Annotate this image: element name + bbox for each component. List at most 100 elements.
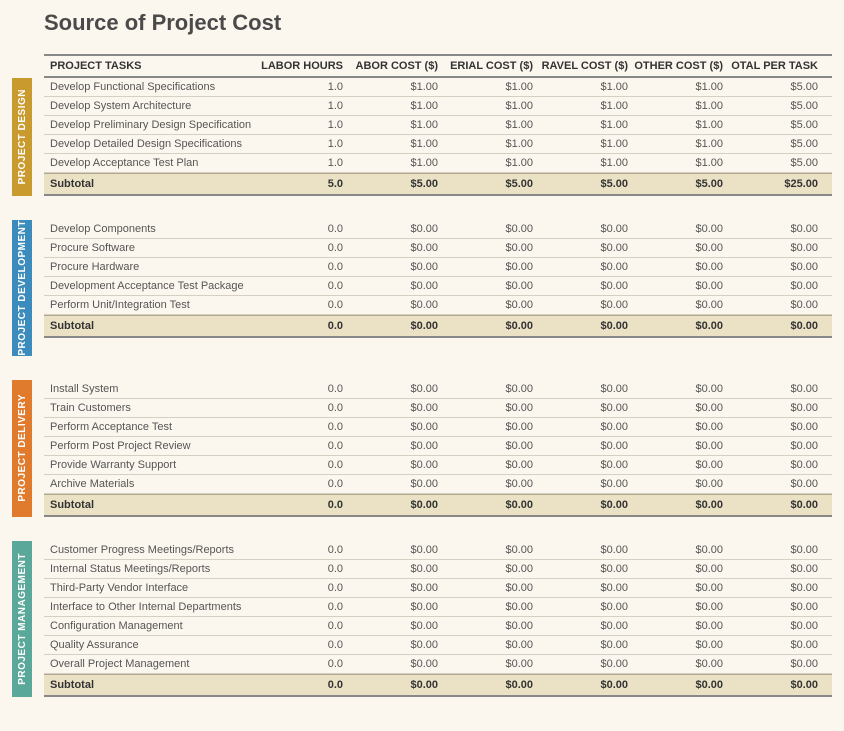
cell-hours: 1.0 <box>254 138 349 150</box>
cell-task: Configuration Management <box>44 620 254 632</box>
cell-travel: $0.00 <box>539 639 634 651</box>
subtotal-total: $25.00 <box>729 178 824 190</box>
cell-total: $0.00 <box>729 639 824 651</box>
subtotal-travel: $0.00 <box>539 320 634 332</box>
cell-task: Third-Party Vendor Interface <box>44 582 254 594</box>
cell-travel: $0.00 <box>539 280 634 292</box>
cell-task: Internal Status Meetings/Reports <box>44 563 254 575</box>
subtotal-other: $5.00 <box>634 178 729 190</box>
cell-hours: 0.0 <box>254 299 349 311</box>
cell-travel: $0.00 <box>539 582 634 594</box>
cell-total: $0.00 <box>729 402 824 414</box>
cell-other: $0.00 <box>634 242 729 254</box>
subtotal-label: Subtotal <box>44 320 254 332</box>
cell-total: $0.00 <box>729 299 824 311</box>
cell-travel: $0.00 <box>539 563 634 575</box>
cell-total: $5.00 <box>729 100 824 112</box>
cell-total: $0.00 <box>729 563 824 575</box>
cell-total: $5.00 <box>729 157 824 169</box>
cell-material: $0.00 <box>444 223 539 235</box>
cell-task: Procure Hardware <box>44 261 254 273</box>
cell-other: $1.00 <box>634 119 729 131</box>
cell-task: Develop Acceptance Test Plan <box>44 157 254 169</box>
table-row: Internal Status Meetings/Reports0.0$0.00… <box>44 560 832 579</box>
table-row: Perform Post Project Review0.0$0.00$0.00… <box>44 437 832 456</box>
cell-travel: $1.00 <box>539 81 634 93</box>
subtotal-travel: $0.00 <box>539 499 634 511</box>
cell-material: $0.00 <box>444 421 539 433</box>
subtotal-other: $0.00 <box>634 679 729 691</box>
cell-material: $0.00 <box>444 639 539 651</box>
cell-travel: $0.00 <box>539 299 634 311</box>
cell-total: $0.00 <box>729 242 824 254</box>
subtotal-material: $0.00 <box>444 320 539 332</box>
cell-other: $0.00 <box>634 383 729 395</box>
cell-material: $1.00 <box>444 138 539 150</box>
table-row: Develop Acceptance Test Plan1.0$1.00$1.0… <box>44 154 832 173</box>
cell-task: Train Customers <box>44 402 254 414</box>
subtotal-hours: 0.0 <box>254 679 349 691</box>
cell-hours: 0.0 <box>254 582 349 594</box>
cell-hours: 0.0 <box>254 261 349 273</box>
cell-hours: 1.0 <box>254 119 349 131</box>
cell-other: $0.00 <box>634 582 729 594</box>
cell-hours: 0.0 <box>254 421 349 433</box>
subtotal-label: Subtotal <box>44 178 254 190</box>
cell-hours: 0.0 <box>254 440 349 452</box>
cell-task: Procure Software <box>44 242 254 254</box>
cell-labor: $1.00 <box>349 119 444 131</box>
table-row: Provide Warranty Support0.0$0.00$0.00$0.… <box>44 456 832 475</box>
page-title: Source of Project Cost <box>44 10 832 36</box>
cell-other: $0.00 <box>634 639 729 651</box>
cost-section: PROJECT DELIVERY Install System0.0$0.00$0… <box>12 380 832 517</box>
table-row: Configuration Management0.0$0.00$0.00$0.… <box>44 617 832 636</box>
cell-other: $0.00 <box>634 280 729 292</box>
subtotal-hours: 0.0 <box>254 499 349 511</box>
cell-travel: $1.00 <box>539 138 634 150</box>
cell-task: Develop System Architecture <box>44 100 254 112</box>
cell-material: $0.00 <box>444 658 539 670</box>
subtotal-labor: $0.00 <box>349 499 444 511</box>
cell-task: Provide Warranty Support <box>44 459 254 471</box>
cell-hours: 0.0 <box>254 544 349 556</box>
cell-other: $0.00 <box>634 440 729 452</box>
cell-total: $0.00 <box>729 261 824 273</box>
section-label: PROJECT DELIVERY <box>12 380 32 517</box>
cell-total: $0.00 <box>729 440 824 452</box>
cell-hours: 0.0 <box>254 459 349 471</box>
subtotal-other: $0.00 <box>634 499 729 511</box>
subtotal-travel: $0.00 <box>539 679 634 691</box>
cell-travel: $0.00 <box>539 459 634 471</box>
cell-other: $1.00 <box>634 100 729 112</box>
table-row: Procure Hardware0.0$0.00$0.00$0.00$0.00$… <box>44 258 832 277</box>
subtotal-material: $0.00 <box>444 499 539 511</box>
table-row: Overall Project Management0.0$0.00$0.00$… <box>44 655 832 674</box>
subtotal-other: $0.00 <box>634 320 729 332</box>
cell-material: $0.00 <box>444 620 539 632</box>
table-row: Install System0.0$0.00$0.00$0.00$0.00$0.… <box>44 380 832 399</box>
cell-travel: $0.00 <box>539 440 634 452</box>
cell-travel: $0.00 <box>539 478 634 490</box>
cell-other: $0.00 <box>634 299 729 311</box>
cell-total: $5.00 <box>729 81 824 93</box>
section-label: PROJECT MANAGEMENT <box>12 541 32 697</box>
cell-other: $0.00 <box>634 620 729 632</box>
table-row: Customer Progress Meetings/Reports0.0$0.… <box>44 541 832 560</box>
cell-labor: $0.00 <box>349 658 444 670</box>
cell-task: Develop Components <box>44 223 254 235</box>
cell-task: Develop Detailed Design Specifications <box>44 138 254 150</box>
header-total: OTAL PER TASK <box>729 60 824 72</box>
cell-total: $0.00 <box>729 223 824 235</box>
cell-hours: 0.0 <box>254 223 349 235</box>
table-row: Develop Preliminary Design Specification… <box>44 116 832 135</box>
cell-labor: $0.00 <box>349 223 444 235</box>
cell-material: $1.00 <box>444 157 539 169</box>
subtotal-hours: 5.0 <box>254 178 349 190</box>
cell-material: $1.00 <box>444 81 539 93</box>
cost-section: PROJECT DEVELOPMENTDevelop Components0.0… <box>12 220 832 356</box>
cell-material: $0.00 <box>444 563 539 575</box>
cell-hours: 0.0 <box>254 402 349 414</box>
cell-other: $0.00 <box>634 601 729 613</box>
cell-travel: $0.00 <box>539 421 634 433</box>
cell-hours: 1.0 <box>254 157 349 169</box>
